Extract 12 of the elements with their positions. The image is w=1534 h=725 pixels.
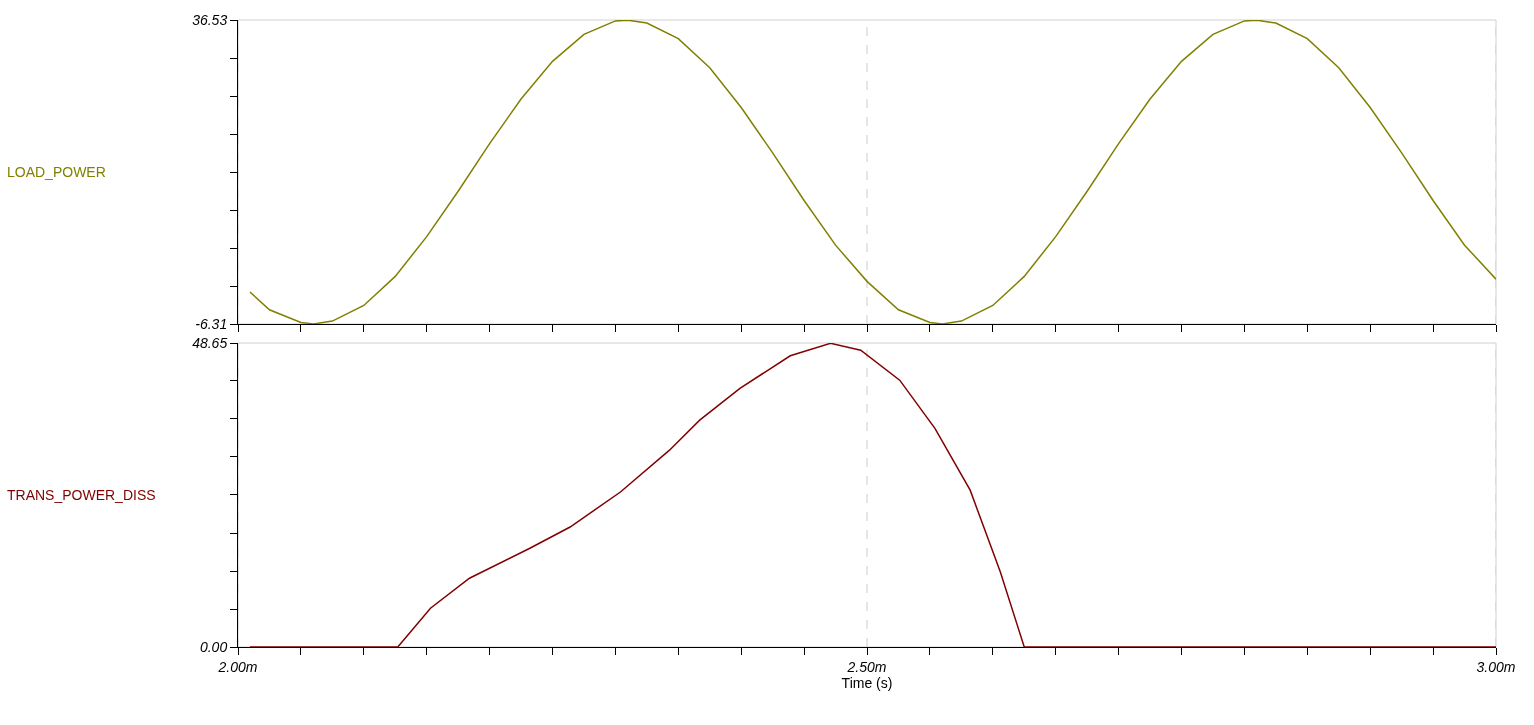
text: LOAD_POWER — [7, 164, 106, 180]
y-tick-label: 48.65 — [192, 334, 228, 351]
text: TRANS_POWER_DISS — [7, 487, 156, 503]
y-tick-label: 36.53 — [192, 11, 228, 28]
line-series — [249, 20, 1496, 324]
x-tick-label: 2.00m — [217, 658, 258, 675]
y-tick-label: -6.31 — [195, 315, 228, 332]
x-axis-title: Time (s) — [841, 675, 893, 692]
y-tick-label: 0.00 — [199, 638, 228, 655]
line-series — [249, 343, 1496, 647]
x-tick-label: 2.50m — [846, 658, 887, 675]
x-tick-label: 3.00m — [1476, 658, 1516, 675]
